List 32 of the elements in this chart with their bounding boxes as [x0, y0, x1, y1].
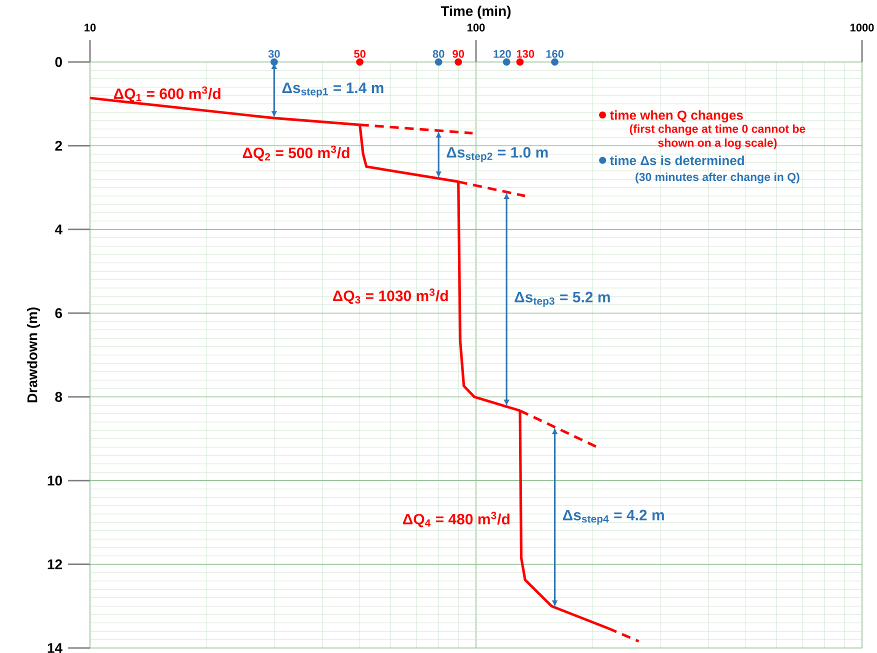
x-tick-label: 100 — [468, 24, 485, 32]
series-label: ΔQ$_{4}$ = 480 m$^{3}$/d — [402, 512, 510, 528]
annotation: Δs$_{step2}$ = 1.0 m — [446, 147, 548, 162]
annotation: (30 minutes after change in Q) — [636, 172, 800, 184]
annotation: 160 — [546, 50, 564, 58]
annotation: 30 — [268, 50, 280, 58]
legend-label: time when Q changes — [610, 110, 743, 122]
annotation: Δs$_{tep3}$ = 5.2 m — [514, 292, 610, 307]
y-tick-label: 8 — [55, 392, 62, 402]
legend-label: time Δs is determined — [610, 156, 744, 166]
annotation: 130 — [516, 50, 534, 58]
y-tick-label: 2 — [55, 140, 62, 151]
annotation: 80 — [432, 50, 444, 58]
annotation: Δs$_{step4}$ = 4.2 m — [562, 510, 664, 525]
x-axis-title: Time (min) — [440, 6, 511, 19]
y-tick-label: 6 — [55, 308, 62, 318]
annotation: 120 — [494, 50, 511, 58]
x-tick-label: 10 — [84, 24, 96, 32]
annotation: 90 — [452, 50, 464, 58]
annotation: 50 — [354, 50, 366, 58]
series-label: ΔQ$_{1}$ = 600 m$^{3}$/d — [114, 86, 220, 102]
x-tick-label: 1000 — [850, 24, 874, 32]
y-tick-label: 14 — [48, 643, 62, 653]
series-label: ΔQ$_{3}$ = 1030 m$^{3}$/d — [332, 288, 448, 304]
y-tick-label: 10 — [48, 476, 62, 486]
y-tick-label: 4 — [54, 224, 62, 234]
y-tick-label: 12 — [48, 559, 62, 570]
annotation: Δs$_{step1}$ = 1.4 m — [282, 82, 384, 98]
annotation: (first change at time 0 cannot be shown on a log scale) — [630, 124, 806, 150]
y-tick-label: 0 — [55, 57, 62, 67]
y-axis-title: Drawdown (m) — [26, 307, 40, 402]
series-label: ΔQ$_{2}$ = 500 m$^{3}$/d — [242, 146, 350, 161]
